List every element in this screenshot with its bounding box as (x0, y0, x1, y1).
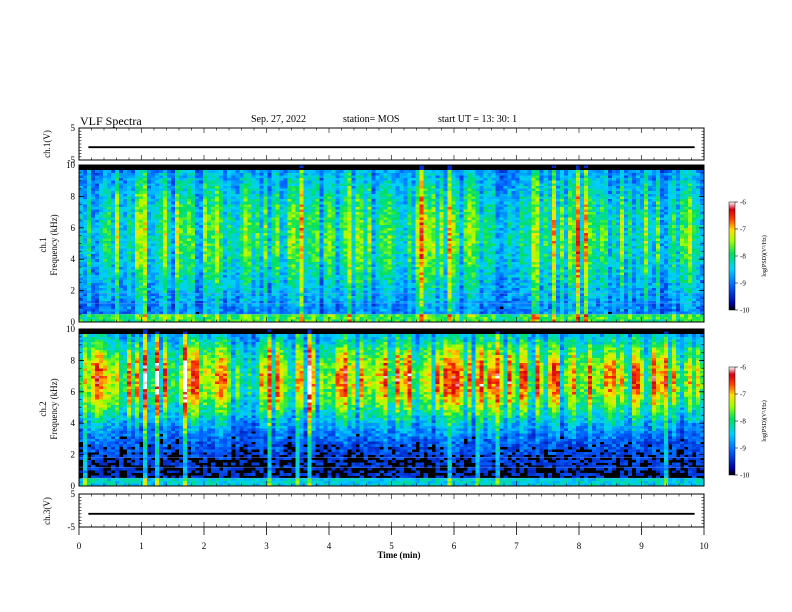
ch2-spectrogram-ylabel-freq: Frequency (kHz) (49, 378, 59, 439)
y-tick-label: 0 (71, 317, 76, 327)
date-label: Sep. 27, 2022 (251, 114, 306, 125)
y-tick-label: 5 (71, 489, 76, 499)
y-tick-label: 4 (71, 418, 76, 428)
time-axis: 0 1 2 3 4 5 6 7 8 9 10 (77, 527, 709, 551)
x-tick-label: 0 (77, 541, 82, 551)
x-tick-label: 10 (700, 541, 710, 551)
ch1-voltage-panel: 5 -5 (68, 123, 705, 165)
ch2-colorbar-label: log(PSD)(V²/Hz) (761, 400, 768, 441)
ch3-voltage-ylabel: ch.3(V) (42, 497, 52, 525)
y-tick-label: 4 (71, 254, 76, 264)
colorbar-tick-label: -10 (740, 472, 750, 480)
ch1-colorbar: -6 -7 -8 -9 -10 log(PSD)(V²/Hz) (728, 199, 768, 315)
ch1-spectrogram-ylabel-freq: Frequency (kHz) (49, 214, 59, 275)
y-tick-label: 2 (71, 286, 76, 296)
y-tick-label: 5 (71, 123, 76, 133)
colorbar-tick-label: -6 (740, 364, 746, 372)
ch1-colorbar-label: log(PSD)(V²/Hz) (761, 235, 768, 276)
x-tick-label: 2 (202, 541, 207, 551)
x-tick-label: 1 (139, 541, 144, 551)
x-tick-label: 7 (514, 541, 519, 551)
ch1-spectrogram-panel: 0 2 4 6 8 10 (66, 160, 705, 327)
x-tick-label: 6 (452, 541, 457, 551)
chart-title: VLF Spectra (80, 114, 142, 128)
colorbar-tick-label: -7 (740, 226, 746, 234)
x-tick-label: 5 (389, 541, 394, 551)
station-label: station= MOS (343, 114, 400, 125)
colorbar-tick-label: -9 (740, 445, 746, 453)
ch2-spectrogram-panel: 0 2 4 6 8 10 (66, 324, 705, 491)
ch1-spectrogram-ylabel-channel: ch.1 (38, 237, 48, 252)
spectrogram-cells (79, 165, 705, 323)
ch1-voltage-ylabel: ch.1(V) (42, 130, 52, 158)
x-tick-label: 3 (264, 541, 269, 551)
ch2-spectrogram-ylabel-channel: ch.2 (38, 401, 48, 416)
colorbar-tick-label: -8 (740, 418, 746, 426)
y-tick-label: 0 (71, 481, 76, 491)
colorbar-tick-label: -8 (740, 253, 746, 261)
y-tick-label: 2 (71, 450, 76, 460)
x-tick-label: 4 (327, 541, 332, 551)
x-tick-label: 8 (577, 541, 582, 551)
ch2-colorbar: -6 -7 -8 -9 -10 log(PSD)(V²/Hz) (728, 364, 768, 480)
x-axis-title: Time (min) (377, 550, 420, 560)
colorbar-tick-label: -9 (740, 280, 746, 288)
spectrogram-cells (79, 329, 705, 487)
start-time-label: start UT = 13: 30: 1 (438, 114, 518, 125)
y-tick-label: -5 (68, 522, 76, 532)
y-tick-label: 10 (66, 324, 76, 334)
y-tick-label: 8 (71, 191, 76, 201)
colorbar-tick-label: -7 (740, 391, 746, 399)
y-tick-label: 6 (71, 387, 76, 397)
y-tick-label: 6 (71, 223, 76, 233)
y-tick-label: 10 (66, 160, 76, 170)
colorbar-tick-label: -6 (740, 199, 746, 207)
colorbar-tick-label: -10 (740, 307, 750, 315)
x-tick-label: 9 (639, 541, 644, 551)
ch3-voltage-panel: 5 -5 (68, 489, 705, 532)
y-tick-label: 8 (71, 355, 76, 365)
y-tick-label: -5 (68, 155, 76, 165)
